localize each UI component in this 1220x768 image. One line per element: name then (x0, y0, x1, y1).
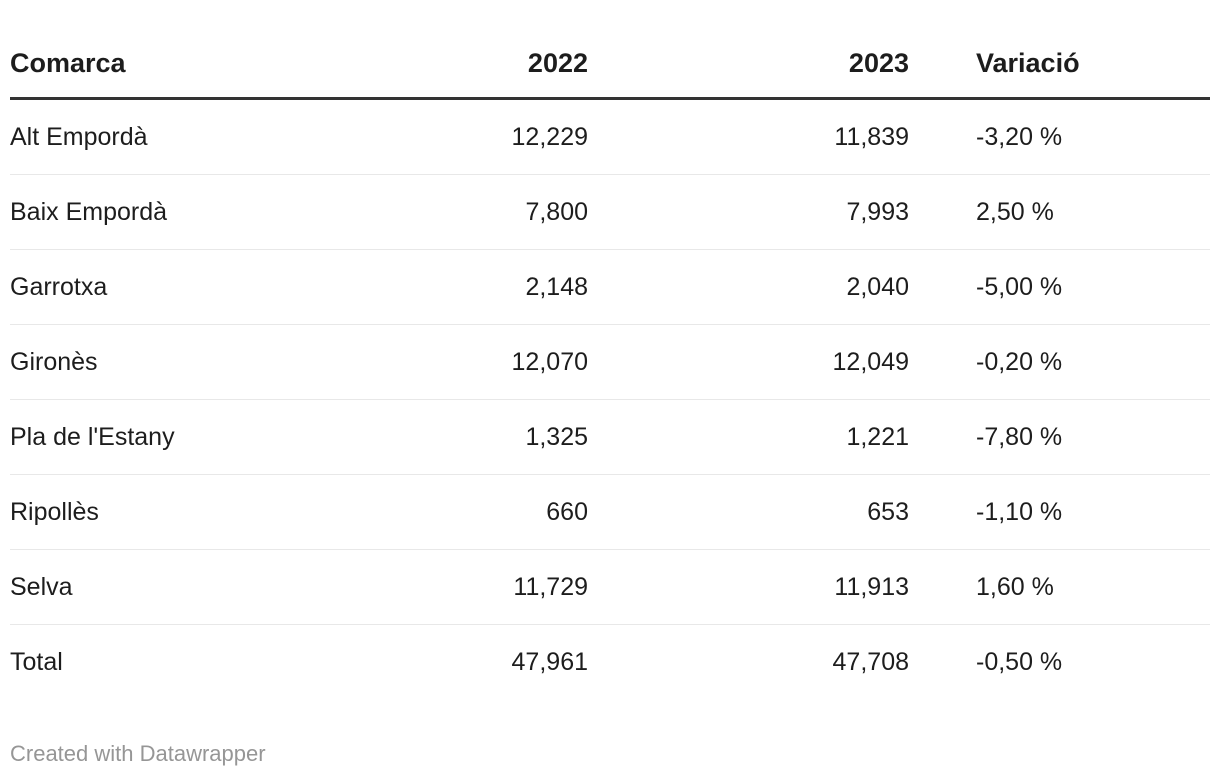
cell-2022: 660 (330, 474, 588, 550)
cell-2022: 11,729 (330, 549, 588, 625)
cell-comarca: Ripollès (10, 474, 330, 550)
cell-2023: 1,221 (588, 399, 909, 475)
cell-comarca: Garrotxa (10, 249, 330, 325)
cell-variacio: -3,20 % (909, 98, 1210, 175)
column-header-2023: 2023 (588, 0, 909, 100)
cell-2023: 2,040 (588, 249, 909, 325)
cell-variacio: -0,50 % (976, 648, 1063, 676)
cell-2022: 12,070 (330, 324, 588, 400)
cell-comarca: Pla de l'Estany (10, 399, 330, 475)
table-row: Gironès 12,070 12,049 -0,20 % (10, 324, 1210, 400)
cell-comarca: Baix Empordà (10, 174, 330, 250)
cell-variacio: 1,60 % (909, 549, 1210, 625)
column-header-variacio: Variació (909, 0, 1210, 100)
table-row: Selva 11,729 11,913 1,60 % (10, 549, 1210, 625)
cell-2022: 2,148 (330, 249, 588, 325)
table-header: Comarca 2022 2023 Variació (10, 0, 1210, 100)
cell-2023: 11,913 (588, 549, 909, 625)
cell-variacio: -5,00 % (909, 249, 1210, 325)
cell-variacio: -0,20 % (909, 324, 1210, 400)
cell-2023: 12,049 (588, 324, 909, 400)
table-row-total: Total 47,961 47,708 -0,50 % (10, 625, 1210, 700)
cell-2023: 47,708 (832, 648, 909, 676)
column-header-2022: 2022 (330, 0, 588, 100)
attribution-footer: Created with Datawrapper (10, 741, 1210, 767)
cell-2023: 653 (588, 474, 909, 550)
table-body: Alt Empordà 12,229 11,839 -3,20 % Baix E… (10, 98, 1210, 700)
cell-comarca: Alt Empordà (10, 98, 330, 175)
table-row: Baix Empordà 7,800 7,993 2,50 % (10, 174, 1210, 250)
cell-variacio: 2,50 % (909, 174, 1210, 250)
cell-2022: 12,229 (330, 98, 588, 175)
cell-comarca: Total (10, 648, 63, 676)
table-row: Garrotxa 2,148 2,040 -5,00 % (10, 249, 1210, 325)
data-table: Comarca 2022 2023 Variació Alt Empordà 1… (10, 0, 1210, 699)
column-header-comarca: Comarca (10, 0, 330, 100)
cell-comarca: Gironès (10, 324, 330, 400)
header-row: Comarca 2022 2023 Variació (10, 0, 1210, 100)
cell-variacio: -1,10 % (909, 474, 1210, 550)
cell-variacio: -7,80 % (909, 399, 1210, 475)
cell-2022: 1,325 (330, 399, 588, 475)
datawrapper-credit-link[interactable]: Created with Datawrapper (10, 741, 266, 766)
cell-2022: 47,961 (511, 648, 588, 676)
cell-comarca: Selva (10, 549, 330, 625)
cell-2023: 7,993 (588, 174, 909, 250)
table-row: Ripollès 660 653 -1,10 % (10, 474, 1210, 550)
cell-2023: 11,839 (588, 98, 909, 175)
table-row: Alt Empordà 12,229 11,839 -3,20 % (10, 98, 1210, 175)
table-row: Pla de l'Estany 1,325 1,221 -7,80 % (10, 399, 1210, 475)
cell-2022: 7,800 (330, 174, 588, 250)
